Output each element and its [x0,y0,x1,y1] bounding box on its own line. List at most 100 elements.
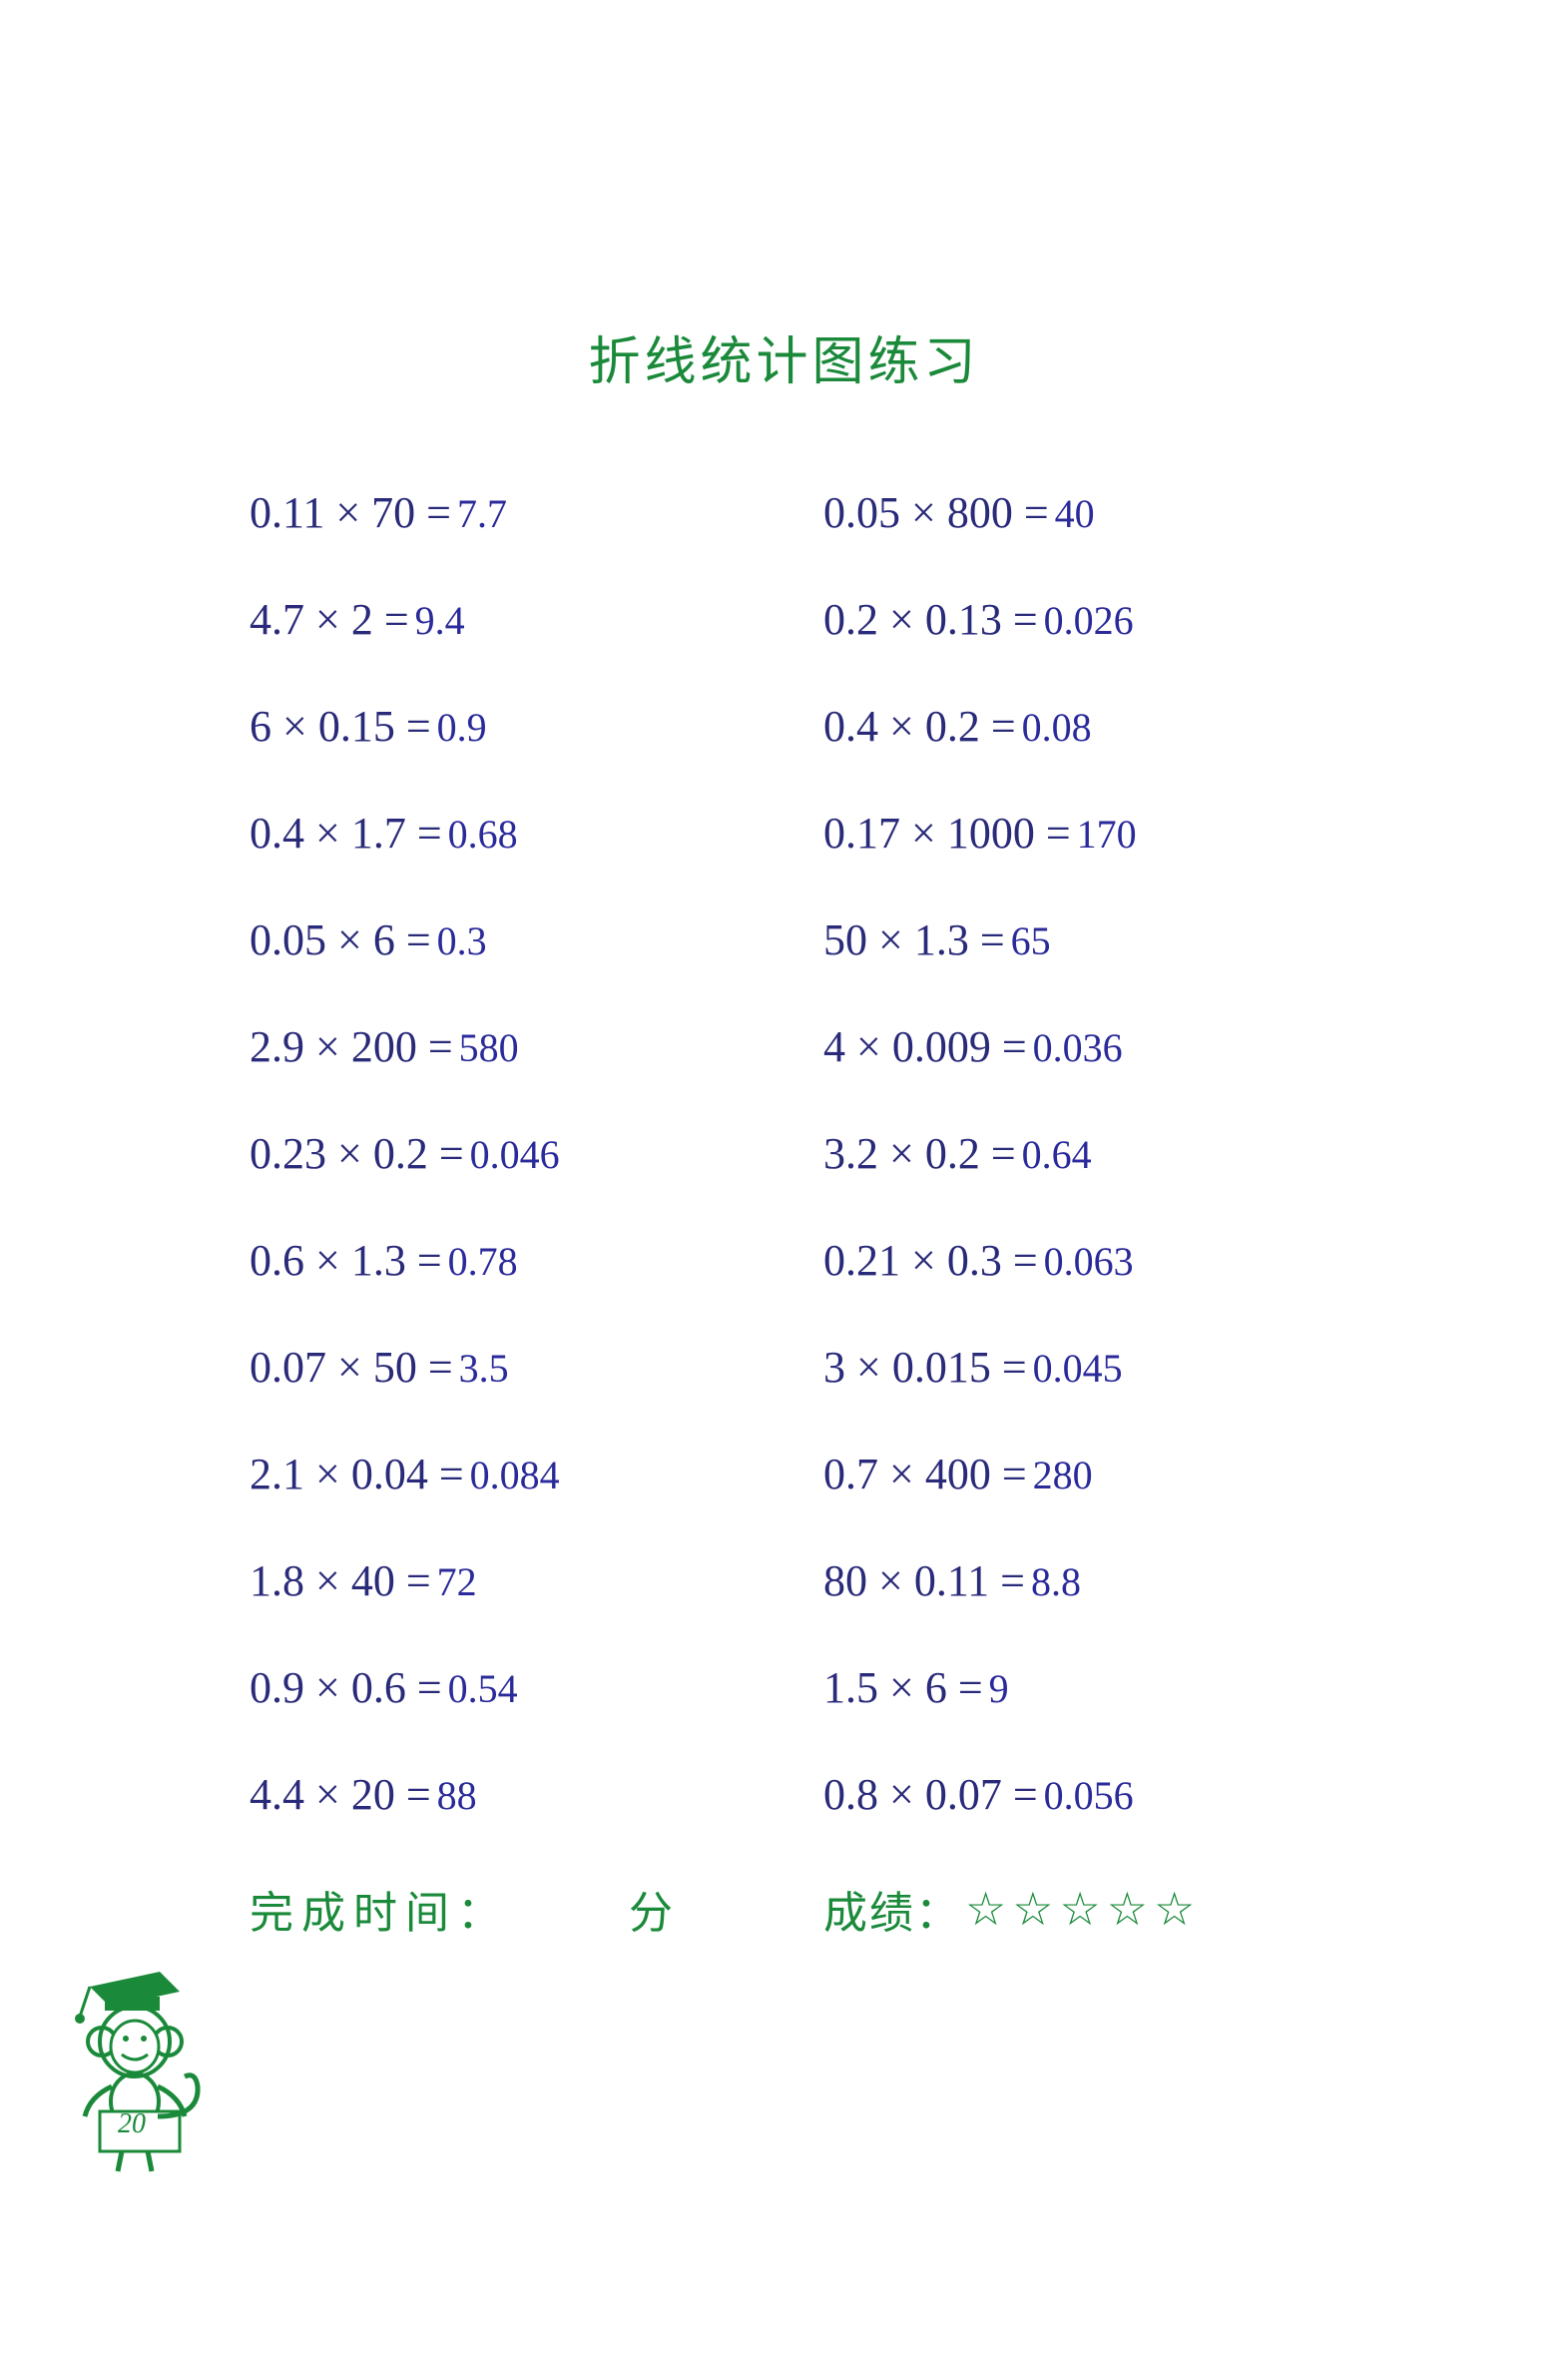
problem-expression: 0.11 × 70 = [250,487,451,538]
problem-answer: 40 [1055,490,1095,537]
problem-answer: 0.78 [448,1238,518,1285]
problem-cell: 0.21 × 0.3 = 0.063 [823,1235,1397,1286]
problem-expression: 1.5 × 6 = [823,1662,983,1713]
problem-cell: 0.17 × 1000 = 170 [823,808,1397,859]
problem-cell: 3 × 0.015 = 0.045 [823,1342,1397,1393]
problem-answer: 9 [989,1665,1009,1712]
problem-answer: 170 [1077,811,1137,858]
problem-answer: 0.056 [1044,1772,1134,1819]
problem-answer: 0.08 [1022,704,1092,751]
problem-answer: 0.3 [437,917,487,964]
problem-cell: 0.2 × 0.13 = 0.026 [823,594,1397,645]
problem-expression: 4 × 0.009 = [823,1021,1027,1072]
score-label: 成绩： [823,1877,961,1941]
problem-cell: 4.4 × 20 = 88 [250,1769,823,1820]
problem-answer: 88 [437,1772,477,1819]
problem-expression: 0.2 × 0.13 = [823,594,1038,645]
problem-expression: 0.07 × 50 = [250,1342,453,1393]
problem-cell: 2.9 × 200 = 580 [250,1021,823,1072]
problem-answer: 9.4 [415,597,465,644]
monkey-mascot-icon [50,1957,230,2176]
page-number: 20 [118,2108,146,2140]
problem-cell: 0.4 × 1.7 = 0.68 [250,808,823,859]
score: 成绩： ☆☆☆☆☆ [823,1877,1397,1941]
problem-cell: 0.11 × 70 = 7.7 [250,487,823,538]
problem-answer: 0.036 [1033,1024,1123,1071]
problem-cell: 0.07 × 50 = 3.5 [250,1342,823,1393]
problem-answer: 65 [1011,917,1051,964]
star-rating: ☆☆☆☆☆ [965,1882,1201,1936]
problem-cell: 0.6 × 1.3 = 0.78 [250,1235,823,1286]
problem-row: 0.07 × 50 = 3.5 3 × 0.015 = 0.045 [250,1314,1397,1421]
problem-answer: 0.026 [1044,597,1134,644]
problem-row: 4.4 × 20 = 88 0.8 × 0.07 = 0.056 [250,1741,1397,1848]
problem-cell: 0.23 × 0.2 = 0.046 [250,1128,823,1179]
problem-answer: 0.68 [448,811,518,858]
problem-cell: 4.7 × 2 = 9.4 [250,594,823,645]
problem-cell: 0.05 × 6 = 0.3 [250,914,823,965]
problem-expression: 2.9 × 200 = [250,1021,453,1072]
problem-cell: 4 × 0.009 = 0.036 [823,1021,1397,1072]
problem-cell: 50 × 1.3 = 65 [823,914,1397,965]
problem-expression: 3 × 0.015 = [823,1342,1027,1393]
problem-answer: 0.063 [1044,1238,1134,1285]
page-title: 折线统计图练习 [0,319,1568,394]
problems-grid: 0.11 × 70 = 7.7 0.05 × 800 = 40 4.7 × 2 … [250,459,1397,1848]
problem-cell: 0.9 × 0.6 = 0.54 [250,1662,823,1713]
problem-answer: 72 [437,1558,477,1605]
problem-expression: 1.8 × 40 = [250,1555,431,1606]
problem-answer: 0.084 [470,1452,560,1498]
problem-answer: 8.8 [1031,1558,1081,1605]
time-label: 完成时间： [250,1877,509,1941]
problem-cell: 2.1 × 0.04 = 0.084 [250,1449,823,1499]
problem-expression: 50 × 1.3 = [823,914,1005,965]
problem-answer: 280 [1033,1452,1093,1498]
problem-answer: 0.64 [1022,1131,1092,1178]
problem-answer: 7.7 [457,490,507,537]
problem-expression: 0.23 × 0.2 = [250,1128,464,1179]
problem-row: 1.8 × 40 = 72 80 × 0.11 = 8.8 [250,1527,1397,1634]
problem-row: 4.7 × 2 = 9.4 0.2 × 0.13 = 0.026 [250,566,1397,673]
problem-expression: 0.21 × 0.3 = [823,1235,1038,1286]
problem-expression: 0.7 × 400 = [823,1449,1027,1499]
problem-cell: 0.7 × 400 = 280 [823,1449,1397,1499]
problem-expression: 0.4 × 1.7 = [250,808,442,859]
problem-answer: 0.9 [437,704,487,751]
problem-cell: 3.2 × 0.2 = 0.64 [823,1128,1397,1179]
problem-expression: 2.1 × 0.04 = [250,1449,464,1499]
footer: 完成时间： 分 成绩： ☆☆☆☆☆ [250,1877,1397,1941]
problem-cell: 0.4 × 0.2 = 0.08 [823,701,1397,752]
problem-cell: 0.8 × 0.07 = 0.056 [823,1769,1397,1820]
problem-expression: 4.4 × 20 = [250,1769,431,1820]
problem-cell: 1.8 × 40 = 72 [250,1555,823,1606]
problem-answer: 0.045 [1033,1345,1123,1392]
time-unit: 分 [629,1877,673,1941]
problem-expression: 0.4 × 0.2 = [823,701,1016,752]
completion-time: 完成时间： 分 [250,1877,823,1941]
problem-row: 0.05 × 6 = 0.3 50 × 1.3 = 65 [250,887,1397,993]
problem-row: 2.9 × 200 = 580 4 × 0.009 = 0.036 [250,993,1397,1100]
problem-answer: 3.5 [459,1345,509,1392]
problem-cell: 80 × 0.11 = 8.8 [823,1555,1397,1606]
problem-cell: 0.05 × 800 = 40 [823,487,1397,538]
problem-cell: 6 × 0.15 = 0.9 [250,701,823,752]
problem-row: 0.9 × 0.6 = 0.54 1.5 × 6 = 9 [250,1634,1397,1741]
problem-expression: 0.9 × 0.6 = [250,1662,442,1713]
problem-expression: 0.05 × 800 = [823,487,1049,538]
problem-row: 0.4 × 1.7 = 0.68 0.17 × 1000 = 170 [250,780,1397,887]
problem-answer: 0.046 [470,1131,560,1178]
problem-expression: 4.7 × 2 = [250,594,409,645]
problem-row: 0.6 × 1.3 = 0.78 0.21 × 0.3 = 0.063 [250,1207,1397,1314]
problem-cell: 1.5 × 6 = 9 [823,1662,1397,1713]
problem-expression: 3.2 × 0.2 = [823,1128,1016,1179]
problem-expression: 0.05 × 6 = [250,914,431,965]
problem-answer: 0.54 [448,1665,518,1712]
problem-expression: 80 × 0.11 = [823,1555,1025,1606]
problem-answer: 580 [459,1024,519,1071]
problem-expression: 6 × 0.15 = [250,701,431,752]
problem-expression: 0.8 × 0.07 = [823,1769,1038,1820]
problem-row: 0.11 × 70 = 7.7 0.05 × 800 = 40 [250,459,1397,566]
problem-row: 6 × 0.15 = 0.9 0.4 × 0.2 = 0.08 [250,673,1397,780]
problem-expression: 0.6 × 1.3 = [250,1235,442,1286]
problem-row: 0.23 × 0.2 = 0.046 3.2 × 0.2 = 0.64 [250,1100,1397,1207]
